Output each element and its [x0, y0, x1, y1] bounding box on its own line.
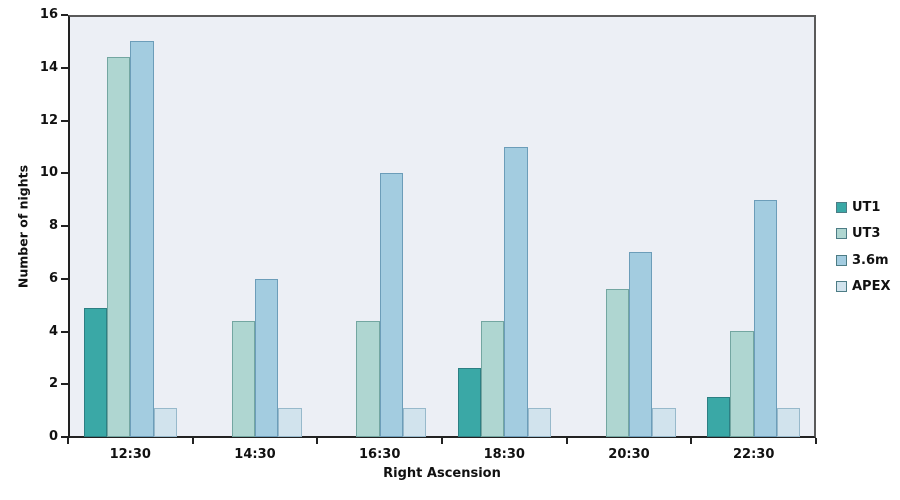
- legend-item-APEX: APEX: [836, 279, 891, 294]
- bar-UT1-22:30: [706, 397, 731, 437]
- x-tick-mark: [815, 438, 817, 444]
- y-tick-label-14: 14: [39, 59, 58, 75]
- legend-item-3.6m: 3.6m: [836, 253, 889, 268]
- bar-UT3-20:30: [605, 289, 629, 437]
- bar-APEX-20:30: [652, 408, 676, 437]
- bar-UT1-12:30: [83, 308, 107, 437]
- x-axis-title: Right Ascension: [383, 466, 501, 481]
- y-tick-label-8: 8: [48, 218, 58, 233]
- bar-UT1-18:30: [457, 368, 481, 437]
- legend-swatch-icon: [836, 254, 847, 266]
- bar-3.6m-16:30: [379, 173, 404, 437]
- legend-label: APEX: [852, 278, 891, 294]
- bar-3.6m-22:30: [753, 200, 778, 437]
- y-tick-mark: [61, 277, 68, 280]
- y-tick-label-4: 4: [48, 323, 58, 339]
- legend-item-UT1: UT1: [836, 200, 880, 215]
- x-tick-mark: [67, 438, 69, 444]
- bar-APEX-14:30: [278, 408, 302, 437]
- x-tick-mark: [191, 438, 194, 444]
- legend-swatch-icon: [836, 280, 847, 292]
- x-tick-label-14:30: 14:30: [234, 447, 276, 462]
- bar-UT3-12:30: [107, 57, 131, 437]
- x-tick-mark: [441, 438, 443, 444]
- y-tick-label-6: 6: [48, 270, 58, 286]
- legend-swatch-icon: [836, 228, 847, 240]
- y-tick-mark: [61, 66, 68, 69]
- x-tick-mark: [690, 438, 693, 444]
- legend-item-UT3: UT3: [836, 226, 880, 241]
- y-tick-label-0: 0: [48, 429, 58, 444]
- bar-UT3-22:30: [730, 331, 754, 437]
- bar-UT3-18:30: [481, 321, 505, 437]
- x-tick-label-16:30: 16:30: [358, 447, 401, 462]
- x-tick-mark: [316, 438, 319, 444]
- y-tick-mark: [61, 14, 68, 16]
- y-tick-mark: [61, 119, 68, 122]
- legend-label: 3.6m: [852, 252, 889, 268]
- legend-label: UT1: [852, 200, 881, 215]
- x-tick-mark: [565, 438, 568, 444]
- bar-UT3-14:30: [231, 321, 255, 437]
- y-tick-mark: [61, 436, 68, 438]
- y-tick-label-2: 2: [48, 376, 58, 392]
- y-tick-mark: [61, 383, 68, 386]
- y-tick-label-12: 12: [39, 112, 58, 128]
- y-tick-label-10: 10: [39, 165, 58, 181]
- bar-UT3-16:30: [356, 321, 380, 437]
- x-tick-label-18:30: 18:30: [483, 447, 525, 462]
- legend-label: UT3: [852, 226, 881, 242]
- bar-3.6m-12:30: [130, 41, 154, 437]
- bar-APEX-18:30: [527, 408, 552, 437]
- y-tick-mark: [61, 172, 68, 175]
- legend-swatch-icon: [836, 202, 847, 213]
- bar-3.6m-20:30: [629, 252, 653, 437]
- bar-APEX-16:30: [403, 408, 427, 437]
- bar-APEX-12:30: [153, 408, 178, 437]
- y-tick-label-16: 16: [39, 7, 58, 22]
- bar-APEX-22:30: [777, 408, 801, 437]
- bar-3.6m-14:30: [255, 279, 279, 437]
- x-tick-label-22:30: 22:30: [732, 447, 775, 462]
- y-axis-title: Number of nights: [15, 164, 31, 289]
- y-tick-mark: [61, 225, 68, 227]
- x-tick-label-20:30: 20:30: [608, 447, 650, 462]
- bar-3.6m-18:30: [504, 147, 528, 437]
- y-tick-mark: [61, 330, 68, 333]
- x-tick-label-12:30: 12:30: [109, 447, 151, 462]
- plot-area: [68, 15, 816, 438]
